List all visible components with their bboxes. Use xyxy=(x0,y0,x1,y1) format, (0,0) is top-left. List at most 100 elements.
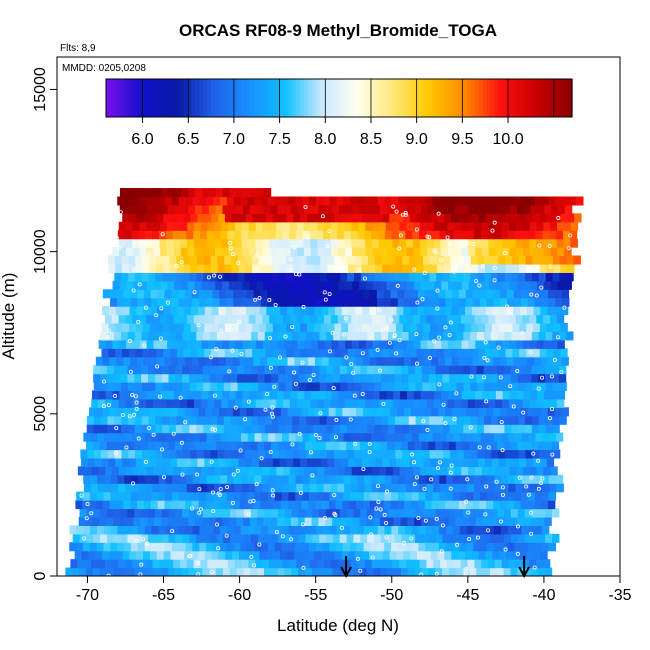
heatmap-cell xyxy=(207,559,215,569)
heatmap-cell xyxy=(170,457,178,467)
heatmap-cell xyxy=(352,516,361,526)
heatmap-cell xyxy=(459,432,468,442)
heatmap-cell xyxy=(220,474,228,484)
sample-point xyxy=(463,571,468,576)
heatmap-cell xyxy=(370,491,379,501)
heatmap-cell xyxy=(383,289,392,299)
colorbar-swatch xyxy=(467,79,472,117)
heatmap-cell xyxy=(418,491,427,501)
heatmap-cell xyxy=(154,373,163,383)
heatmap-cell xyxy=(249,339,257,349)
heatmap-cell xyxy=(125,247,134,257)
heatmap-cell xyxy=(281,474,290,484)
heatmap-cell xyxy=(132,221,140,231)
sample-point xyxy=(437,335,442,340)
heatmap-cell xyxy=(353,365,361,375)
heatmap-cell xyxy=(213,542,221,552)
heatmap-cell xyxy=(224,449,232,459)
heatmap-cell xyxy=(295,432,304,442)
sample-point xyxy=(517,475,522,480)
heatmap-cell xyxy=(182,533,190,543)
heatmap-cell xyxy=(292,424,300,434)
heatmap-cell xyxy=(308,297,317,307)
heatmap-cell xyxy=(424,500,433,510)
heatmap-cell xyxy=(118,559,126,569)
heatmap-cell xyxy=(319,373,327,383)
heatmap-cell xyxy=(148,508,156,518)
colorbar-swatch xyxy=(218,79,224,117)
sample-point xyxy=(515,551,520,556)
heatmap-cell xyxy=(97,559,106,569)
heatmap-cell xyxy=(402,263,411,273)
heatmap-cell xyxy=(414,441,423,451)
sample-point xyxy=(197,487,202,492)
heatmap-cell xyxy=(247,491,255,501)
heatmap-cell xyxy=(379,339,387,349)
heatmap-cell xyxy=(165,525,173,535)
heatmap-cell xyxy=(190,255,198,265)
heatmap-cell xyxy=(404,525,413,535)
heatmap-cell xyxy=(250,441,258,451)
heatmap-cell xyxy=(314,356,323,366)
sample-point xyxy=(298,490,303,495)
heatmap-cell xyxy=(430,348,438,358)
heatmap-cell xyxy=(427,466,435,476)
heatmap-cell xyxy=(429,424,437,434)
heatmap-cell xyxy=(545,449,554,459)
heatmap-cell xyxy=(357,432,365,442)
heatmap-cell xyxy=(69,542,77,552)
heatmap-cell xyxy=(227,483,236,493)
heatmap-cell xyxy=(501,483,510,493)
heatmap-cell xyxy=(459,196,468,206)
heatmap-cell xyxy=(381,382,389,392)
heatmap-cell xyxy=(256,516,265,526)
heatmap-cell xyxy=(102,289,111,299)
heatmap-cell xyxy=(214,483,222,493)
heatmap-cell xyxy=(347,263,356,273)
heatmap-cell xyxy=(388,255,397,265)
heatmap-cell xyxy=(524,424,533,434)
heatmap-cell xyxy=(107,424,115,434)
heatmap-cell xyxy=(306,272,314,282)
heatmap-cell xyxy=(251,382,259,392)
heatmap-cell xyxy=(289,483,297,493)
heatmap-cell xyxy=(114,415,122,425)
heatmap-cell xyxy=(497,365,505,375)
heatmap-cell xyxy=(490,272,499,282)
heatmap-cell xyxy=(144,525,153,535)
sample-point xyxy=(412,267,417,272)
heatmap-cell xyxy=(196,255,205,265)
heatmap-cell xyxy=(179,559,188,569)
heatmap-cell xyxy=(472,289,481,299)
heatmap-cell xyxy=(150,356,159,366)
heatmap-cell xyxy=(395,348,404,358)
x-tick-label: -70 xyxy=(76,587,99,604)
heatmap-cell xyxy=(167,516,176,526)
heatmap-cell xyxy=(275,559,284,569)
heatmap-cell xyxy=(314,550,322,560)
colorbar-swatch xyxy=(432,79,437,117)
heatmap-cell xyxy=(132,238,140,248)
heatmap-cell xyxy=(309,196,317,206)
heatmap-cell xyxy=(254,196,262,206)
heatmap-cell xyxy=(362,356,371,366)
heatmap-cell xyxy=(264,441,272,451)
heatmap-cell xyxy=(263,188,272,198)
heatmap-cell xyxy=(143,289,152,299)
heatmap-cell xyxy=(266,306,274,316)
heatmap-cell xyxy=(276,390,285,400)
heatmap-cell xyxy=(438,542,447,552)
heatmap-cell xyxy=(82,542,91,552)
heatmap-cell xyxy=(510,204,518,214)
heatmap-cell xyxy=(545,272,554,282)
heatmap-cell xyxy=(236,204,244,214)
heatmap-cell xyxy=(547,500,556,510)
heatmap-cell xyxy=(463,382,471,392)
heatmap-cell xyxy=(313,348,322,358)
heatmap-cell xyxy=(174,390,182,400)
heatmap-cell xyxy=(446,483,455,493)
heatmap-cell xyxy=(182,331,191,341)
heatmap-cell xyxy=(441,516,450,526)
heatmap-cell xyxy=(155,331,163,341)
heatmap-cell xyxy=(123,297,132,307)
